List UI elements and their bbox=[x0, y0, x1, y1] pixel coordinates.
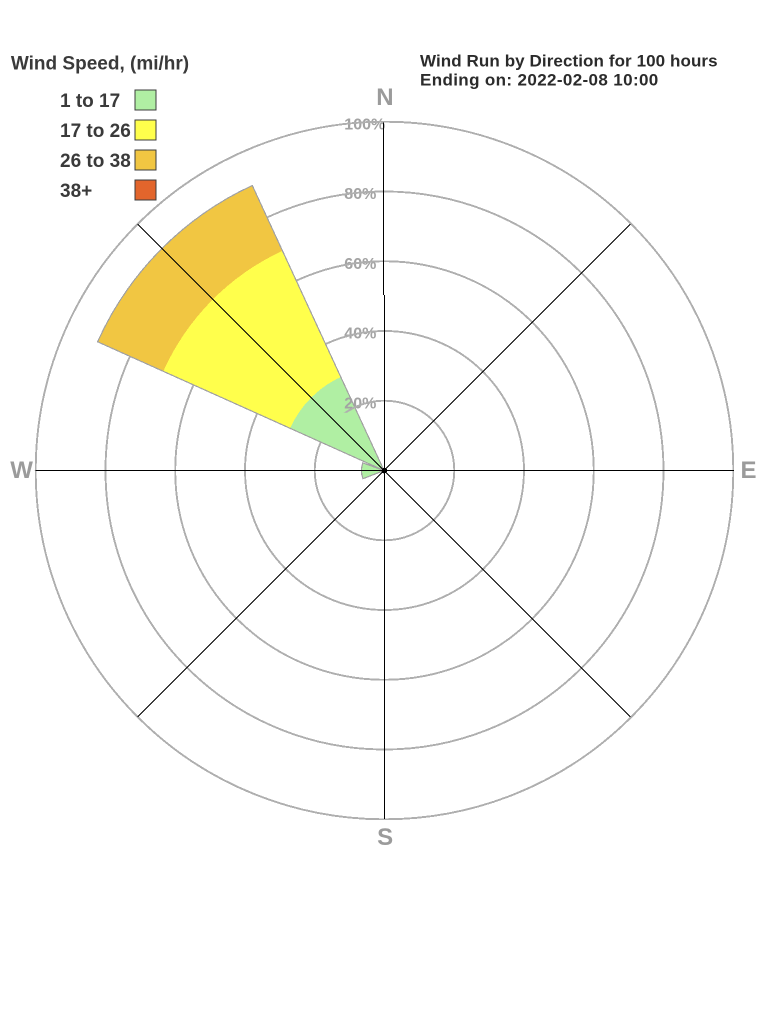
svg-text:Wind Speed, (mi/hr): Wind Speed, (mi/hr) bbox=[11, 54, 189, 75]
svg-text:100%: 100% bbox=[344, 116, 385, 133]
svg-text:W: W bbox=[10, 457, 33, 484]
svg-text:Ending on: 2022-02-08 10:00: Ending on: 2022-02-08 10:00 bbox=[420, 71, 659, 90]
svg-text:80%: 80% bbox=[344, 186, 376, 203]
svg-text:17 to 26: 17 to 26 bbox=[60, 121, 131, 142]
svg-text:26 to 38: 26 to 38 bbox=[60, 151, 131, 172]
svg-text:N: N bbox=[376, 84, 393, 111]
svg-text:Wind Run by Direction for 100: Wind Run by Direction for 100 hours bbox=[420, 52, 718, 71]
svg-text:E: E bbox=[741, 457, 757, 484]
svg-text:38+: 38+ bbox=[60, 181, 92, 202]
svg-text:40%: 40% bbox=[344, 326, 376, 343]
svg-text:60%: 60% bbox=[344, 256, 376, 273]
svg-text:1 to 17: 1 to 17 bbox=[60, 91, 120, 112]
svg-text:S: S bbox=[377, 824, 393, 851]
